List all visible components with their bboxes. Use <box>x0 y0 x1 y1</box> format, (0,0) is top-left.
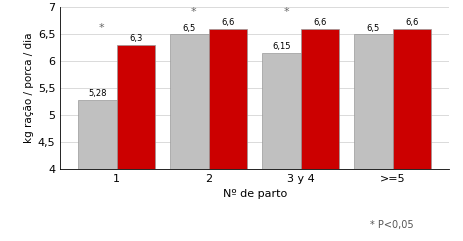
Text: 6,6: 6,6 <box>406 18 419 27</box>
X-axis label: Nº de parto: Nº de parto <box>223 189 287 199</box>
Bar <box>78 100 117 241</box>
Text: * P<0,05: * P<0,05 <box>370 220 414 230</box>
Text: *: * <box>99 23 105 33</box>
Y-axis label: kg ração / porca / dia: kg ração / porca / dia <box>24 33 33 143</box>
Text: 6,6: 6,6 <box>313 18 327 27</box>
Bar <box>354 34 393 241</box>
Text: 6,5: 6,5 <box>367 24 380 33</box>
Text: 6,5: 6,5 <box>182 24 196 33</box>
Text: 6,3: 6,3 <box>129 34 143 43</box>
Text: *: * <box>191 7 197 17</box>
Text: *: * <box>283 7 289 17</box>
Bar <box>262 53 300 241</box>
Text: 6,15: 6,15 <box>272 42 291 51</box>
Bar <box>393 29 432 241</box>
Text: 6,6: 6,6 <box>221 18 235 27</box>
Text: 5,28: 5,28 <box>88 89 106 98</box>
Bar <box>117 45 155 241</box>
Bar <box>209 29 247 241</box>
Bar <box>300 29 339 241</box>
Bar <box>170 34 209 241</box>
